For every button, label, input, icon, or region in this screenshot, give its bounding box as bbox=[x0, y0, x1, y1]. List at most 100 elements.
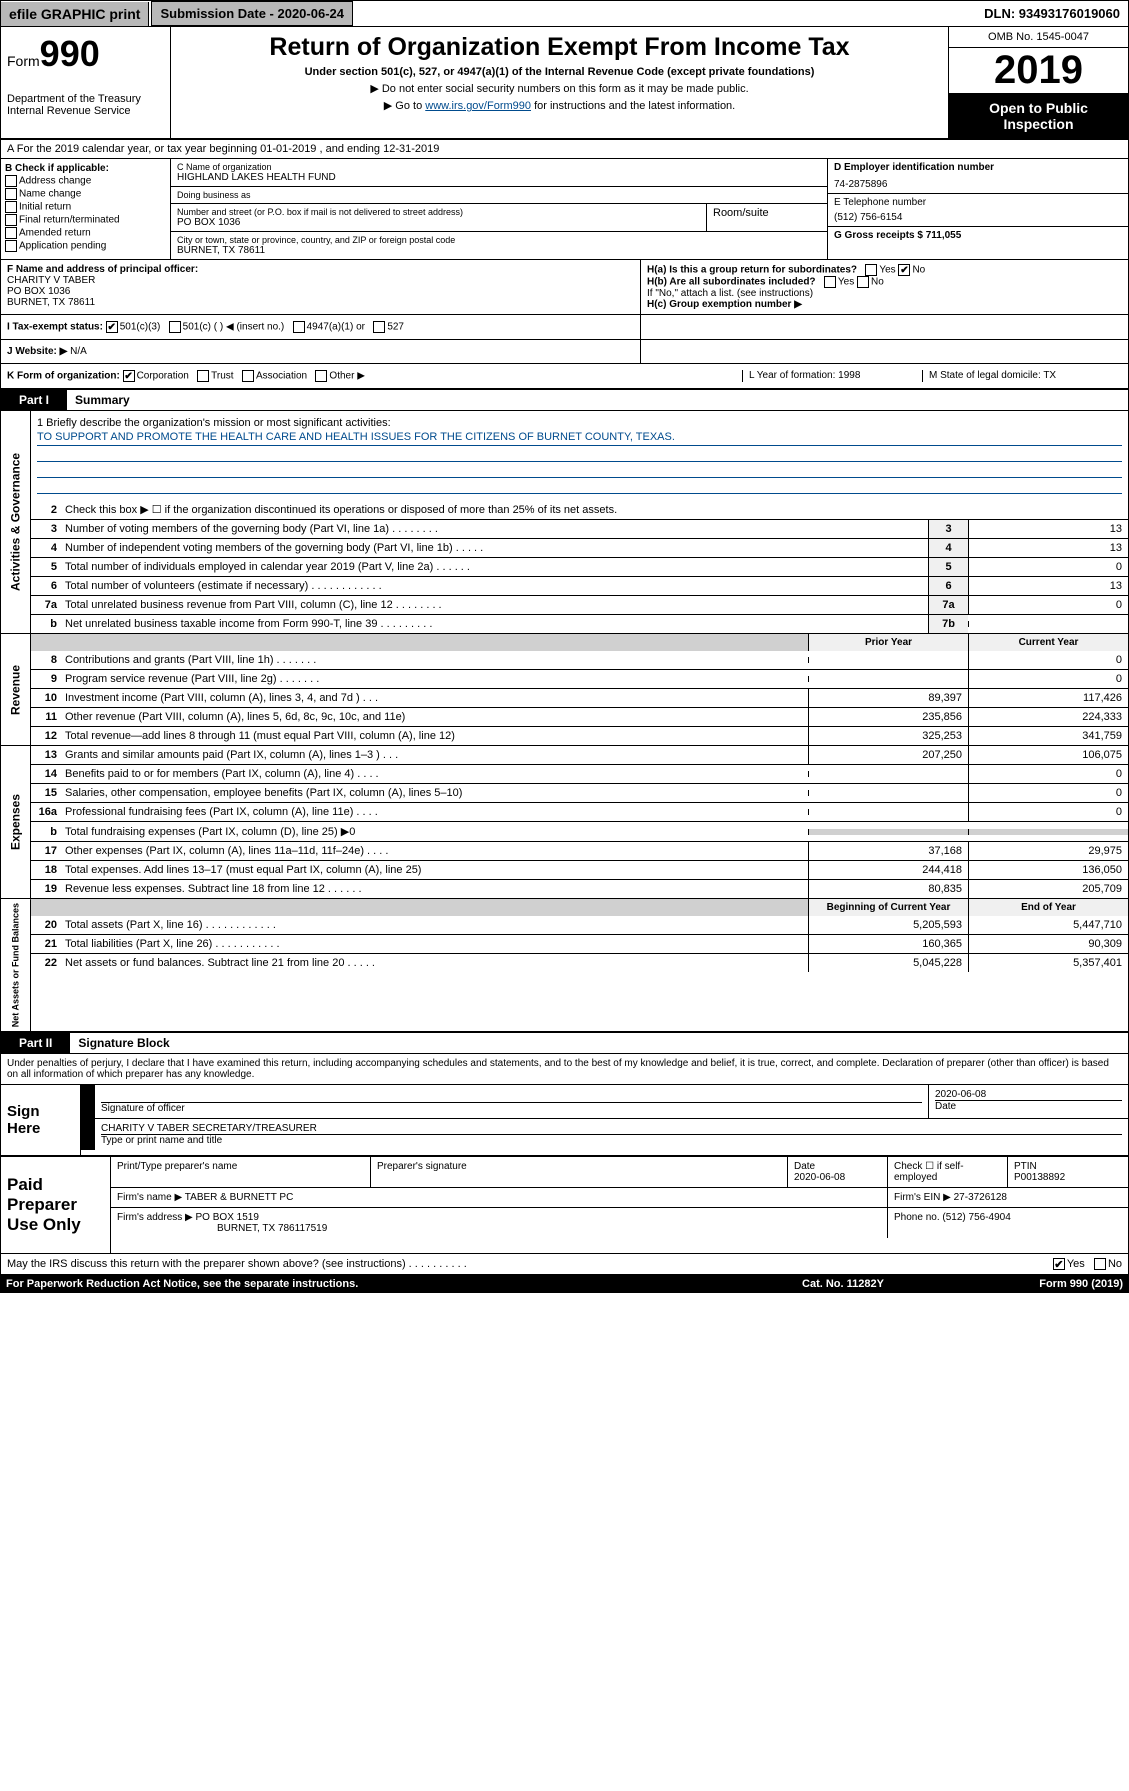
h-b-lbl: H(b) Are all subordinates included? bbox=[647, 277, 816, 288]
note-ssn: ▶ Do not enter social security numbers o… bbox=[177, 82, 942, 95]
header-left: Form990 Department of the Treasury Inter… bbox=[1, 27, 171, 138]
summary-row: bNet unrelated business taxable income f… bbox=[31, 614, 1128, 633]
website-value: N/A bbox=[70, 346, 87, 357]
k-lbl: K Form of organization: bbox=[7, 371, 120, 382]
ptin-value: P00138892 bbox=[1014, 1172, 1122, 1183]
opt-501c3: 501(c)(3) bbox=[120, 322, 161, 333]
officer-lbl: F Name and address of principal officer: bbox=[7, 264, 634, 275]
summary-row: 17Other expenses (Part IX, column (A), l… bbox=[31, 841, 1128, 860]
chk-trust[interactable] bbox=[197, 370, 209, 382]
sig-officer-lbl: Signature of officer bbox=[101, 1103, 922, 1114]
firm-name-lbl: Firm's name ▶ bbox=[117, 1192, 182, 1203]
summary-row: 16aProfessional fundraising fees (Part I… bbox=[31, 802, 1128, 821]
org-name: HIGHLAND LAKES HEALTH FUND bbox=[177, 172, 821, 183]
state-domicile: M State of legal domicile: TX bbox=[922, 370, 1122, 382]
chk-name[interactable]: Name change bbox=[5, 188, 166, 200]
summary-row: 9Program service revenue (Part VIII, lin… bbox=[31, 669, 1128, 688]
chk-final[interactable]: Final return/terminated bbox=[5, 214, 166, 226]
discuss-row: May the IRS discuss this return with the… bbox=[1, 1253, 1128, 1274]
firm-addr1: PO BOX 1519 bbox=[196, 1212, 259, 1223]
row-k: K Form of organization: ✔Corporation Tru… bbox=[0, 364, 1129, 390]
vlabel-netassets: Net Assets or Fund Balances bbox=[1, 899, 31, 1031]
h-c-lbl: H(c) Group exemption number ▶ bbox=[647, 299, 1122, 310]
h-b-note: If "No," attach a list. (see instruction… bbox=[647, 288, 1122, 299]
row-a-period: A For the 2019 calendar year, or tax yea… bbox=[0, 140, 1129, 159]
irs-link[interactable]: www.irs.gov/Form990 bbox=[425, 100, 531, 112]
chk-corp[interactable]: ✔ bbox=[123, 370, 135, 382]
chk-initial[interactable]: Initial return bbox=[5, 201, 166, 213]
chk-501c3[interactable]: ✔ bbox=[106, 321, 118, 333]
vlabel-expenses: Expenses bbox=[1, 746, 31, 898]
officer-name: CHARITY V TABER bbox=[7, 275, 634, 286]
h-a-lbl: H(a) Is this a group return for subordin… bbox=[647, 265, 857, 276]
firm-name: TABER & BURNETT PC bbox=[185, 1192, 294, 1203]
prior-year-header: Prior Year bbox=[808, 634, 968, 651]
opt-4947: 4947(a)(1) or bbox=[307, 322, 365, 333]
tax-status-lbl: I Tax-exempt status: bbox=[7, 322, 103, 333]
mission-block: 1 Briefly describe the organization's mi… bbox=[31, 411, 1128, 500]
form-title: Return of Organization Exempt From Incom… bbox=[177, 33, 942, 62]
summary-row: 3Number of voting members of the governi… bbox=[31, 519, 1128, 538]
signature-section: Under penalties of perjury, I declare th… bbox=[0, 1054, 1129, 1275]
efile-label[interactable]: efile GRAPHIC print bbox=[1, 2, 149, 26]
top-bar: efile GRAPHIC print Submission Date - 20… bbox=[0, 0, 1129, 27]
vlabel-revenue: Revenue bbox=[1, 634, 31, 745]
mission-text: TO SUPPORT AND PROMOTE THE HEALTH CARE A… bbox=[37, 429, 1122, 446]
chk-assoc[interactable] bbox=[242, 370, 254, 382]
firm-phone: (512) 756-4904 bbox=[942, 1212, 1010, 1223]
officer-addr2: BURNET, TX 78611 bbox=[7, 297, 634, 308]
summary-row: 7aTotal unrelated business revenue from … bbox=[31, 595, 1128, 614]
firm-ein: 27-3726128 bbox=[954, 1192, 1007, 1203]
website-lbl: J Website: ▶ bbox=[7, 346, 67, 357]
mission-lbl: 1 Briefly describe the organization's mi… bbox=[37, 417, 1122, 429]
room-lbl: Room/suite bbox=[713, 207, 821, 219]
note-pre: ▶ Go to bbox=[384, 100, 425, 112]
chk-527[interactable] bbox=[373, 321, 385, 333]
firm-addr-lbl: Firm's address ▶ bbox=[117, 1212, 193, 1223]
summary-row: 21Total liabilities (Part X, line 26) . … bbox=[31, 934, 1128, 953]
summary-row: 19Revenue less expenses. Subtract line 1… bbox=[31, 879, 1128, 898]
row-website: J Website: ▶ N/A bbox=[0, 340, 1129, 364]
ein-lbl: D Employer identification number bbox=[834, 162, 1122, 173]
header-center: Return of Organization Exempt From Incom… bbox=[171, 27, 948, 138]
sig-date: 2020-06-08 bbox=[935, 1089, 1122, 1100]
summary-row: 18Total expenses. Add lines 13–17 (must … bbox=[31, 860, 1128, 879]
chk-other[interactable] bbox=[315, 370, 327, 382]
summary-row: 6Total number of volunteers (estimate if… bbox=[31, 576, 1128, 595]
discuss-text: May the IRS discuss this return with the… bbox=[7, 1258, 1053, 1270]
chk-4947[interactable] bbox=[293, 321, 305, 333]
discuss-yes: Yes bbox=[1067, 1258, 1085, 1270]
summary-row: 12Total revenue—add lines 8 through 11 (… bbox=[31, 726, 1128, 745]
tax-year: 2019 bbox=[949, 48, 1128, 94]
form-header: Form990 Department of the Treasury Inter… bbox=[0, 27, 1129, 140]
chk-amended[interactable]: Amended return bbox=[5, 227, 166, 239]
prep-sig-lbl: Preparer's signature bbox=[371, 1157, 788, 1187]
footer-right: Form 990 (2019) bbox=[943, 1278, 1123, 1290]
firm-addr2: BURNET, TX 786117519 bbox=[217, 1223, 881, 1234]
h-a-no: No bbox=[912, 265, 925, 276]
chk-501c[interactable] bbox=[169, 321, 181, 333]
org-address: PO BOX 1036 bbox=[177, 217, 700, 228]
dln-label: DLN: 93493176019060 bbox=[976, 2, 1128, 25]
footer-left: For Paperwork Reduction Act Notice, see … bbox=[6, 1278, 743, 1290]
summary-row: 22Net assets or fund balances. Subtract … bbox=[31, 953, 1128, 972]
dba-lbl: Doing business as bbox=[177, 190, 821, 200]
summary-row: 11Other revenue (Part VIII, column (A), … bbox=[31, 707, 1128, 726]
sig-name-lbl: Type or print name and title bbox=[101, 1135, 1122, 1146]
part2-tab: Part II bbox=[1, 1033, 70, 1053]
form-prefix: Form bbox=[7, 53, 40, 69]
summary-row: 5Total number of individuals employed in… bbox=[31, 557, 1128, 576]
paid-preparer-block: Paid Preparer Use Only Print/Type prepar… bbox=[1, 1155, 1128, 1253]
discuss-no-chk[interactable] bbox=[1094, 1258, 1106, 1270]
summary-body: Activities & Governance 1 Briefly descri… bbox=[0, 411, 1129, 1033]
summary-row: 20Total assets (Part X, line 16) . . . .… bbox=[31, 916, 1128, 934]
ein-value: 74-2875896 bbox=[834, 179, 1122, 190]
discuss-yes-chk[interactable]: ✔ bbox=[1053, 1258, 1065, 1270]
chk-address[interactable]: Address change bbox=[5, 175, 166, 187]
opt-501c: 501(c) ( ) ◀ (insert no.) bbox=[183, 322, 285, 333]
form-990: 990 bbox=[40, 33, 100, 74]
paid-title: Paid Preparer Use Only bbox=[1, 1157, 111, 1253]
year-formation: L Year of formation: 1998 bbox=[742, 370, 922, 382]
chk-pending[interactable]: Application pending bbox=[5, 240, 166, 252]
perjury-text: Under penalties of perjury, I declare th… bbox=[1, 1054, 1128, 1084]
